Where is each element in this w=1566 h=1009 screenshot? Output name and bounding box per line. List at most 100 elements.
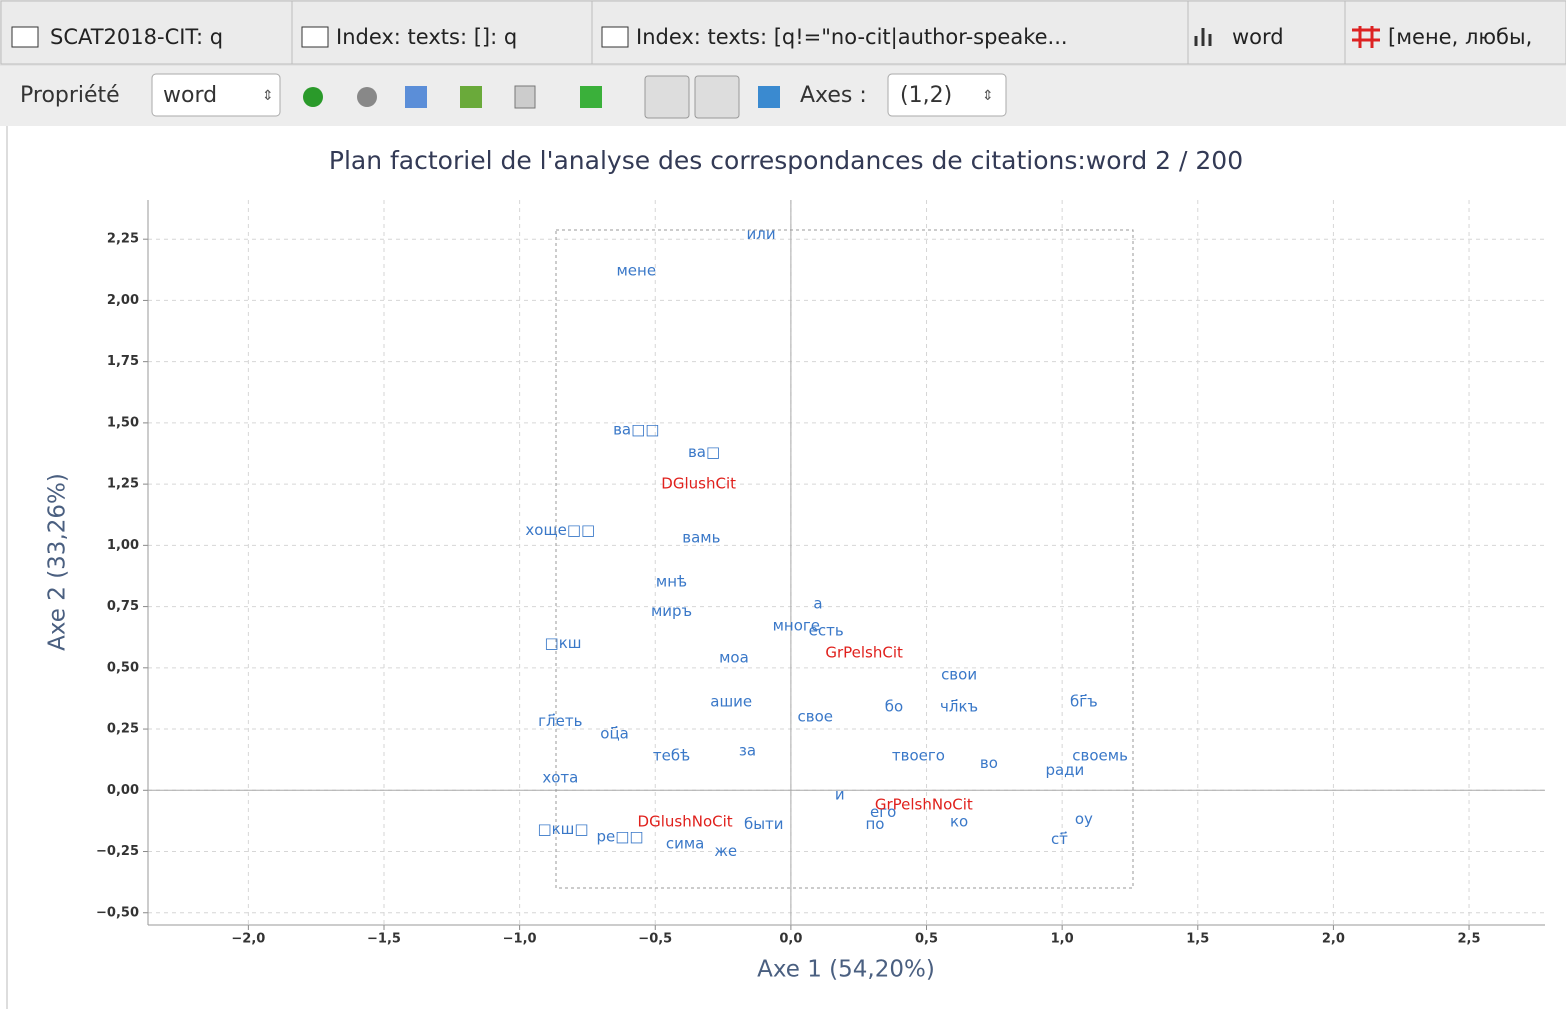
chart-title: Plan factoriel de l'analyse des correspo…	[329, 146, 1243, 175]
toggle-button[interactable]	[644, 75, 690, 119]
point-label: хота	[542, 769, 578, 787]
point-label: ва□□	[613, 421, 659, 439]
point-label: во	[980, 754, 998, 772]
point-label: □кш□	[537, 820, 588, 838]
property-value: word	[163, 83, 217, 108]
point-label: чл҃къ	[940, 698, 978, 716]
x-tick-label: 0,0	[779, 932, 802, 947]
point-label: ре□□	[596, 827, 643, 845]
tab[interactable]	[1344, 0, 1566, 65]
x-tick-label: −1,5	[367, 932, 401, 947]
point-label: хоще□□	[525, 521, 595, 539]
x-tick-label: 2,5	[1458, 932, 1481, 947]
tab-label: Index: texts: []: q	[336, 25, 517, 49]
y-tick-label: 0,50	[107, 660, 139, 675]
x-tick-label: 0,5	[915, 932, 938, 947]
point-label: тебѣ	[653, 746, 690, 764]
point-label: гл҃еть	[538, 712, 582, 730]
point-label: ради	[1045, 761, 1084, 779]
y-tick-label: 1,75	[107, 354, 139, 369]
point-label: моа	[719, 649, 749, 667]
tab[interactable]	[591, 0, 1189, 65]
tab-label: [мене, любы,	[1388, 25, 1532, 49]
tab[interactable]	[0, 0, 293, 65]
point-label: вамь	[682, 529, 720, 547]
tool-button[interactable]	[758, 86, 780, 108]
point-label: свои	[941, 666, 977, 684]
point-label: бо	[885, 698, 903, 716]
y-tick-label: −0,50	[96, 905, 139, 920]
point-label: миръ	[651, 602, 692, 620]
y-tick-label: 0,00	[107, 783, 139, 798]
point-label: ст҃	[1051, 830, 1068, 848]
y-tick-label: 0,75	[107, 599, 139, 614]
x-tick-label: −1,0	[503, 932, 537, 947]
point-label: есть	[809, 622, 844, 640]
y-tick-label: 1,50	[107, 415, 139, 430]
property-select[interactable]	[151, 73, 281, 117]
tab-label: Index: texts: [q!="no-cit|author-speake.…	[636, 25, 1068, 50]
point-label: своемь	[1072, 746, 1128, 764]
tab-icon	[301, 26, 329, 48]
y-tick-label: 0,25	[107, 722, 139, 737]
settings-button[interactable]	[357, 87, 377, 107]
property-label: Propriété	[20, 83, 120, 108]
point-label: мнѣ	[656, 573, 687, 591]
y-tick-label: 2,00	[107, 293, 139, 308]
point-label: DGlushNoCit	[638, 813, 733, 831]
point-label: GrPelshNoCit	[875, 795, 973, 813]
y-tick-label: 1,25	[107, 477, 139, 492]
y-tick-label: 1,00	[107, 538, 139, 553]
toggle-button[interactable]	[694, 75, 740, 119]
point-label: DGlushCit	[661, 475, 736, 493]
point-label: □кш	[545, 634, 582, 652]
bounds-box	[555, 229, 1134, 889]
x-tick-label: 1,0	[1051, 932, 1074, 947]
tab[interactable]	[1187, 0, 1346, 65]
tool-button[interactable]	[514, 85, 536, 109]
y-tick-label: −0,25	[96, 844, 139, 859]
point-label: ва□	[688, 443, 720, 461]
axes-select[interactable]	[887, 73, 1007, 117]
point-label: твоего	[892, 746, 945, 764]
point-label: по	[865, 815, 884, 833]
point-label: ко	[950, 813, 968, 831]
point-label: сима	[666, 835, 705, 853]
axes-label: Axes :	[800, 83, 867, 108]
point-label: или	[747, 225, 776, 243]
point-label: бг҃ъ	[1070, 693, 1098, 711]
run-button[interactable]	[303, 87, 323, 107]
tool-button[interactable]	[405, 86, 427, 108]
point-label: оц҃а	[600, 724, 629, 742]
point-label: свое	[798, 707, 834, 725]
tab-icon	[1352, 26, 1380, 48]
tab-label: SCAT2018-CIT: q	[50, 25, 223, 49]
x-tick-label: −2,0	[231, 932, 265, 947]
spinner: ⇕	[982, 88, 994, 104]
tool-button[interactable]	[460, 86, 482, 108]
x-tick-label: −0,5	[638, 932, 672, 947]
x-tick-label: 2,0	[1322, 932, 1345, 947]
point-label: а	[813, 595, 822, 613]
point-label: многе	[773, 617, 820, 635]
tab-icon	[601, 26, 629, 48]
tab-label: word	[1232, 25, 1284, 49]
point-label: за	[739, 742, 756, 760]
x-axis-label: Axe 1 (54,20%)	[757, 957, 935, 983]
point-label: и	[835, 786, 845, 804]
point-label: GrPelshCit	[825, 644, 903, 662]
tool-button[interactable]	[580, 86, 602, 108]
tab-icon	[1194, 28, 1212, 46]
plot: −0,50 −0,25 0,00 0,25 0,50 0,75 1,00 1,25 1,50 1,…	[96, 200, 1545, 947]
y-tick-label: 2,25	[107, 232, 139, 247]
axes-value: (1,2)	[900, 83, 952, 108]
point-label: ашие	[710, 693, 752, 711]
tab-icon	[11, 26, 39, 48]
point-label: оу	[1075, 810, 1093, 828]
point-label: быти	[744, 815, 784, 833]
tab[interactable]	[291, 0, 593, 65]
spinner: ⇕	[262, 88, 274, 104]
point-label: его	[870, 803, 896, 821]
